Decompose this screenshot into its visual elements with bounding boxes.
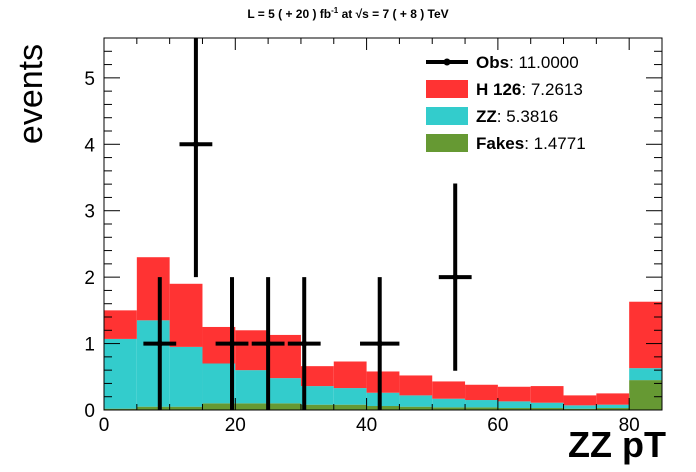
bar-fakes: [333, 404, 367, 410]
bar-zz: [104, 338, 137, 409]
bar-zz: [530, 402, 564, 409]
bar-zz: [300, 386, 334, 405]
bar-h-126: [366, 371, 400, 393]
bar-h-126: [399, 375, 433, 396]
bar-h-126: [104, 310, 137, 339]
obs-point: [301, 340, 308, 347]
x-tick-label: 0: [99, 415, 110, 436]
legend-label-obs: Obs: 11.0000: [476, 53, 579, 72]
bar-fakes: [530, 408, 564, 410]
bar-h-126: [300, 366, 334, 387]
bar-fakes: [268, 403, 301, 410]
bar-h-126: [596, 393, 630, 405]
bar-fakes: [596, 408, 630, 410]
bar-fakes: [629, 380, 662, 410]
legend-label-h-126: H 126: 7.2613: [476, 80, 583, 99]
bar-fakes: [169, 406, 203, 410]
bar-h-126: [136, 257, 170, 321]
chart-title: L = 5 ( + 20 ) fb-1 at √s = 7 ( + 8 ) Te…: [247, 6, 449, 21]
x-axis-label: ZZ pT: [568, 424, 666, 465]
bar-fakes: [104, 408, 137, 410]
bar-fakes: [399, 406, 433, 410]
bar-fakes: [300, 404, 334, 410]
bar-zz: [563, 405, 597, 409]
bar-h-126: [563, 395, 597, 406]
bar-fakes: [432, 407, 466, 410]
legend-marker-dot-obs: [443, 58, 451, 66]
bar-fakes: [202, 403, 236, 410]
bar-h-126: [268, 334, 301, 379]
y-tick-label: 0: [84, 401, 95, 422]
bar-h-126: [530, 386, 564, 403]
bar-h-126: [432, 381, 466, 399]
bar-zz: [497, 401, 531, 409]
obs-point: [229, 340, 236, 347]
legend-marker-fakes: [426, 134, 468, 152]
y-tick-label: 5: [84, 69, 95, 90]
bar-h-126: [235, 330, 269, 371]
bar-zz: [333, 388, 367, 405]
y-tick-label: 4: [84, 135, 95, 156]
bar-h-126: [629, 301, 662, 369]
bar-zz: [136, 320, 170, 407]
bar-zz: [465, 400, 498, 408]
bar-fakes: [136, 406, 170, 410]
bar-fakes: [235, 403, 269, 410]
legend-marker-h-126: [426, 80, 468, 98]
bar-zz: [629, 368, 662, 381]
x-tick-label: 80: [619, 415, 640, 436]
bar-zz: [268, 378, 301, 404]
obs-point: [192, 141, 199, 148]
bar-h-126: [333, 361, 367, 389]
x-tick-label: 60: [487, 415, 508, 436]
legend-label-fakes: Fakes: 1.4771: [476, 134, 586, 153]
bar-h-126: [465, 384, 498, 401]
bar-zz: [235, 370, 269, 404]
bar-h-126: [497, 386, 531, 402]
bar-zz: [399, 395, 433, 407]
legend-marker-zz: [426, 107, 468, 125]
obs-point: [156, 340, 163, 347]
bar-zz: [202, 363, 236, 404]
y-tick-label: 2: [84, 268, 95, 289]
obs-point: [265, 340, 272, 347]
obs-point: [452, 274, 459, 281]
bar-fakes: [366, 406, 400, 410]
bar-fakes: [563, 408, 597, 410]
bar-zz: [596, 404, 630, 409]
bar-zz: [432, 398, 466, 408]
bar-zz: [366, 392, 400, 407]
legend-label-zz: ZZ: 5.3816: [476, 107, 558, 126]
bar-h-126: [169, 283, 203, 347]
y-tick-label: 3: [84, 202, 95, 223]
y-tick-label: 1: [84, 335, 95, 356]
bar-fakes: [497, 408, 531, 410]
bar-fakes: [465, 407, 498, 410]
obs-point: [376, 340, 383, 347]
x-tick-label: 20: [225, 415, 246, 436]
x-tick-label: 40: [356, 415, 377, 436]
bar-zz: [169, 346, 203, 407]
